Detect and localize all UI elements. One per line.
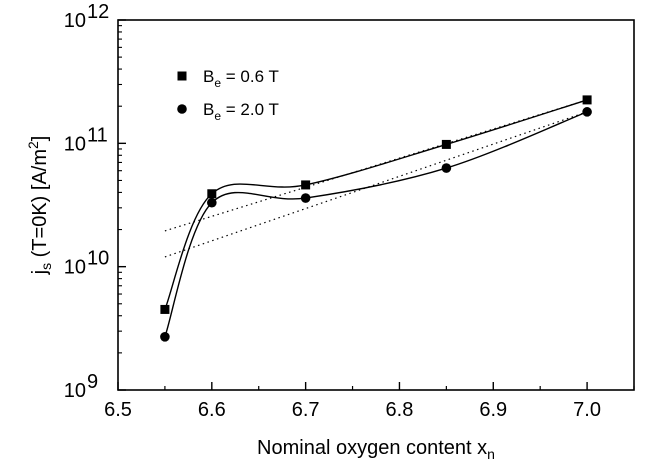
point-square [160, 304, 170, 314]
legend-label-sub: e [214, 109, 221, 123]
legend: Be = 0.6 TBe = 2.0 T [177, 67, 279, 123]
smooth-curves [164, 99, 588, 338]
data-points [160, 95, 592, 342]
axis-ticks [117, 19, 635, 391]
x-axis-label-main: Nominal oxygen content x [257, 437, 487, 459]
y-tick-exponent: 10 [87, 248, 109, 270]
y-tick-label: 10 [64, 257, 86, 279]
y-axis-label-sup: 2 [25, 141, 41, 149]
point-circle [207, 197, 217, 208]
legend-label: Be = 2.0 T [203, 100, 279, 123]
legend-label-sub: e [214, 76, 221, 90]
x-axis-label-sub: n [487, 446, 495, 462]
curve-series-1 [164, 111, 588, 338]
legend-marker-square [177, 71, 187, 81]
legend-label-pre: B [203, 100, 214, 119]
point-circle [160, 331, 170, 342]
point-circle [300, 193, 311, 203]
y-tick-base: 10 [64, 257, 86, 279]
point-square [301, 180, 311, 190]
point-square [207, 189, 217, 199]
y-tick-label: 10 [64, 380, 86, 402]
point-square [441, 139, 451, 149]
legend-label-post: = 2.0 T [221, 100, 279, 119]
fit-lines [164, 99, 588, 258]
legend-marker-circle [177, 104, 187, 114]
y-axis-label-mid: (T=0K) [A/m [29, 149, 51, 263]
x-tick-label: 6.7 [292, 399, 320, 421]
y-axis-label-j: j [29, 270, 51, 275]
x-axis-label: Nominal oxygen content xn [257, 437, 495, 462]
x-tick-label: 6.9 [479, 399, 507, 421]
y-tick-label: 10 [64, 10, 86, 32]
x-tick-label: 7.0 [573, 399, 601, 421]
y-axis-label: js (T=0K) [A/m2] [25, 136, 54, 276]
legend-label-pre: B [203, 67, 214, 86]
curve-series-0 [164, 99, 588, 310]
y-axis-label-end: ] [29, 136, 51, 142]
y-tick-exponent: 12 [87, 1, 109, 23]
legend-label-post: = 0.6 T [221, 67, 279, 86]
y-tick-label: 10 [64, 133, 86, 155]
plot-frame [117, 19, 635, 391]
x-tick-label: 6.5 [104, 399, 132, 421]
y-tick-exponent: 11 [87, 124, 108, 146]
legend-label: Be = 0.6 T [203, 67, 279, 90]
point-circle [582, 107, 592, 117]
point-circle [441, 163, 452, 173]
fit-line-series-1 [164, 111, 588, 258]
y-tick-base: 10 [64, 380, 86, 402]
y-tick-exponent: 9 [87, 371, 98, 393]
point-square [582, 95, 592, 105]
y-axis-label-sub: s [38, 263, 54, 270]
x-tick-label: 6.6 [198, 399, 226, 421]
y-tick-base: 10 [64, 133, 86, 155]
y-tick-base: 10 [64, 10, 86, 32]
x-tick-label: 6.8 [386, 399, 414, 421]
